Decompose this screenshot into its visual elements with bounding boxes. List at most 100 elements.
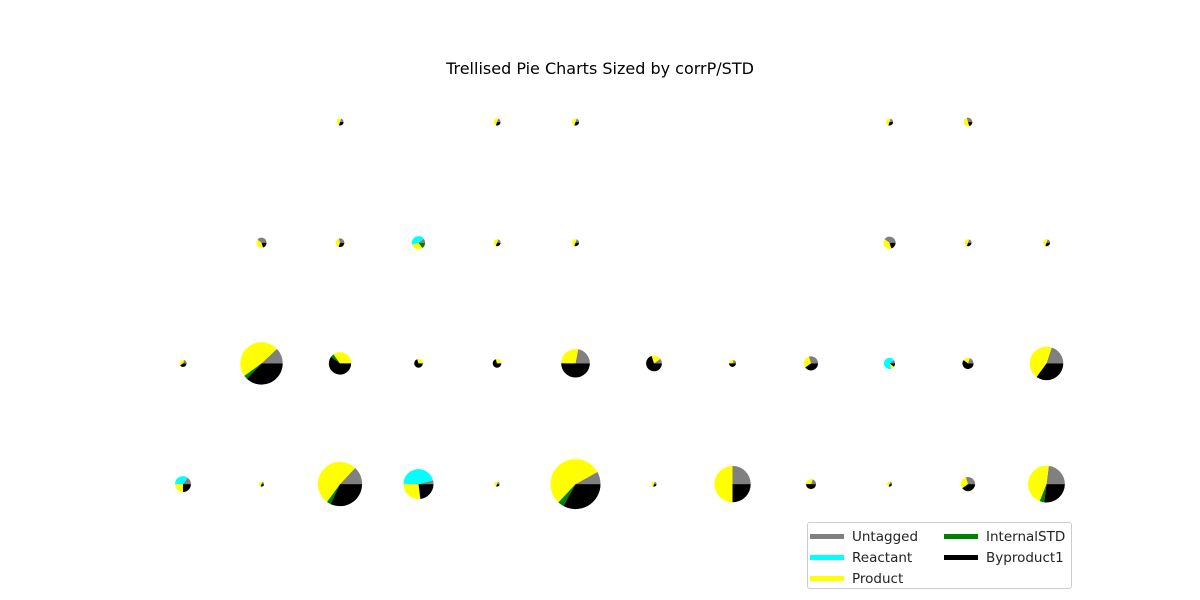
pie-r1-c5: [572, 239, 580, 247]
pie-slice-untagged: [889, 481, 892, 485]
pie-slice-byproduct1: [888, 484, 893, 487]
pie-slice-untagged: [654, 481, 657, 485]
legend-label: Untagged: [852, 528, 919, 545]
pie-slice-byproduct1: [330, 484, 363, 507]
legend-swatch-untagged: [810, 534, 844, 539]
legend-item-byproduct1: Byproduct1: [944, 547, 1064, 568]
pie-r3-c10: [960, 477, 976, 492]
pie-slice-byproduct1: [962, 360, 974, 369]
pie-slice-product: [651, 481, 655, 487]
legend-swatch-reactant: [810, 555, 844, 560]
legend-label: Reactant: [852, 549, 913, 566]
pie-slice-byproduct1: [728, 363, 737, 367]
pie-slice-product: [963, 117, 970, 127]
pie-r3-c3: [403, 469, 434, 500]
pie-slice-internalstd: [330, 354, 340, 364]
pie-slice-untagged: [965, 477, 976, 485]
legend-label: InternalSTD: [986, 528, 1066, 545]
pie-slice-byproduct1: [183, 484, 191, 493]
legend-item-internalstd: InternalSTD: [944, 526, 1065, 547]
pie-r2-c0: [179, 359, 187, 367]
pie-slice-untagged: [418, 238, 426, 243]
pie-slice-product: [179, 359, 185, 366]
pie-slice-product: [889, 363, 895, 369]
pie-r1-c11: [1043, 239, 1051, 247]
pie-slice-untagged: [889, 118, 894, 122]
pie-slice-untagged: [968, 358, 974, 364]
pie-slice-untagged: [575, 349, 590, 364]
pie-r2-c10: [962, 357, 974, 369]
pie-r0-c9: [886, 118, 894, 126]
pie-slice-byproduct1: [261, 242, 267, 248]
pie-r0-c4: [493, 118, 501, 126]
pie-r1-c10: [964, 239, 972, 247]
pie-slice-byproduct1: [1036, 363, 1064, 381]
pie-r2-c1: [240, 342, 283, 385]
pie-slice-byproduct1: [338, 122, 344, 126]
pie-r3-c11: [1028, 465, 1065, 503]
pie-slice-product: [964, 239, 970, 247]
pie-r0-c2: [336, 118, 344, 126]
pie-r2-c4: [492, 359, 502, 368]
pie-slice-byproduct1: [968, 122, 973, 127]
pie-slice-product: [412, 242, 423, 250]
pie-slice-reactant: [175, 476, 188, 485]
pie-slice-byproduct1: [1044, 484, 1065, 503]
pie-r1-c1: [256, 237, 267, 248]
pie-r3-c8: [806, 479, 816, 490]
legend-item-untagged: Untagged: [810, 526, 918, 547]
pie-slice-internalstd: [327, 484, 340, 505]
pie-slice-byproduct1: [496, 484, 500, 487]
pie-slice-reactant: [883, 357, 895, 369]
pie-slice-byproduct1: [1045, 242, 1051, 247]
pie-slice-untagged: [1046, 347, 1064, 364]
pie-slice-product: [333, 352, 352, 364]
pie-slice-byproduct1: [414, 359, 423, 368]
legend-item-reactant: Reactant: [810, 547, 912, 568]
pie-slice-byproduct1: [338, 242, 345, 248]
pie-grid: [175, 117, 1065, 510]
pie-slice-untagged: [183, 360, 187, 364]
pie-r3-c2: [317, 462, 363, 507]
pie-r2-c8: [803, 356, 819, 371]
pie-r0-c10: [963, 117, 973, 127]
pie-slice-untagged: [497, 239, 501, 243]
legend-swatch-internalstd: [944, 534, 978, 539]
pie-slice-product: [317, 462, 356, 502]
pie-slice-untagged: [1046, 465, 1065, 485]
pie-r3-c7: [714, 465, 751, 503]
pie-slice-untagged: [732, 465, 751, 485]
pie-slice-internalstd: [244, 363, 262, 379]
pie-slice-untagged: [575, 239, 580, 243]
pie-slice-untagged: [808, 356, 819, 364]
pie-slice-product: [803, 356, 811, 368]
pie-slice-product: [494, 481, 498, 487]
legend-item-product: Product: [810, 568, 903, 589]
pie-slice-product: [572, 239, 577, 247]
pie-r2-c11: [1029, 346, 1064, 381]
pie-slice-untagged: [575, 118, 580, 122]
pie-r3-c9: [887, 481, 893, 487]
pie-slice-untagged: [884, 236, 896, 243]
pie-slice-byproduct1: [889, 363, 896, 367]
pie-slice-byproduct1: [180, 363, 187, 367]
pie-slice-product: [714, 465, 733, 503]
pie-slice-product: [886, 118, 891, 126]
pie-slice-product: [887, 481, 891, 487]
pie-r3-c6: [651, 481, 657, 487]
pie-r2-c2: [328, 352, 352, 375]
pie-slice-product: [806, 479, 813, 485]
pie-slice-product: [175, 484, 183, 493]
pie-slice-untagged: [966, 117, 973, 122]
chart-title: Trellised Pie Charts Sized by corrP/STD: [445, 59, 754, 78]
pie-r1-c9: [883, 236, 896, 249]
pie-slice-product: [572, 118, 577, 126]
pie-slice-byproduct1: [653, 484, 657, 487]
pie-slice-byproduct1: [418, 484, 434, 499]
pie-slice-product: [1029, 346, 1052, 377]
pie-r1-c2: [335, 238, 345, 248]
pie-slice-byproduct1: [495, 242, 501, 247]
pie-slice-byproduct1: [328, 356, 352, 375]
pie-slice-reactant: [403, 469, 434, 485]
